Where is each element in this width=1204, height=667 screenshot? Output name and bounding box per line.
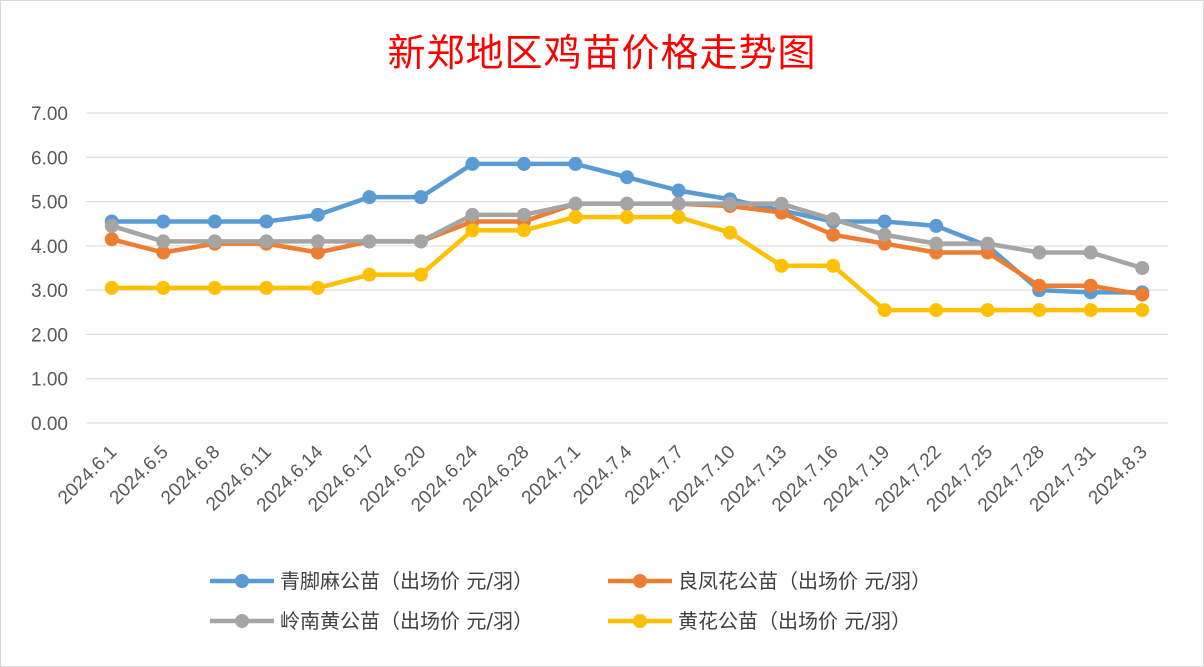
data-point [1032, 303, 1047, 318]
data-point [156, 234, 171, 249]
data-point [877, 303, 892, 318]
data-point [774, 196, 789, 211]
data-point [104, 280, 119, 295]
legend-item: 黄花公苗（出场价 元/羽） [608, 609, 911, 633]
legend-label: 岭南黄公苗（出场价 元/羽） [280, 609, 533, 633]
data-point [826, 212, 841, 227]
y-tick-label: 6.00 [31, 148, 68, 169]
data-point [413, 190, 428, 205]
data-point [310, 245, 325, 260]
data-point [1083, 245, 1098, 260]
data-point [207, 214, 222, 229]
data-point [104, 218, 119, 233]
data-point [413, 234, 428, 249]
data-point [465, 223, 480, 238]
legend-label: 黄花公苗（出场价 元/羽） [678, 609, 911, 633]
legend-item: 岭南黄公苗（出场价 元/羽） [210, 609, 533, 633]
data-point [1032, 278, 1047, 293]
data-point [1135, 287, 1150, 302]
legend-marker [235, 574, 249, 588]
data-point [516, 223, 531, 238]
data-point [156, 280, 171, 295]
legend-marker [633, 574, 647, 588]
data-point [465, 156, 480, 171]
y-tick-label: 3.00 [31, 281, 68, 302]
data-point [620, 210, 634, 225]
data-point [207, 234, 222, 249]
data-point [774, 258, 789, 273]
data-point [671, 183, 686, 198]
data-point [568, 156, 583, 171]
data-point [310, 207, 325, 222]
data-point [671, 210, 686, 225]
data-point [362, 267, 377, 282]
data-point [310, 234, 325, 249]
legend-item: 良凤花公苗（出场价 元/羽） [608, 569, 931, 593]
data-point [929, 218, 944, 233]
data-point [980, 236, 995, 251]
data-point [362, 234, 377, 249]
y-tick-label: 2.00 [31, 325, 68, 346]
data-point [516, 207, 531, 222]
x-axis-labels: 2024.6.12024.6.52024.6.82024.6.112024.6.… [54, 441, 1152, 516]
data-point [156, 214, 171, 229]
chart-title: 新郑地区鸡苗价格走势图 [387, 31, 817, 75]
legend-marker [633, 614, 647, 628]
data-point [929, 303, 944, 318]
data-point [568, 210, 583, 225]
legend-marker [235, 614, 249, 628]
data-point [723, 225, 738, 240]
data-point [465, 207, 480, 222]
legend-label: 青脚麻公苗（出场价 元/羽） [280, 569, 533, 593]
series-4 [104, 210, 1150, 318]
series-1 [104, 156, 1150, 300]
y-tick-label: 0.00 [31, 414, 68, 435]
data-point [620, 196, 634, 211]
data-point [980, 303, 995, 318]
data-point [413, 267, 428, 282]
data-point [826, 258, 841, 273]
data-point [310, 280, 325, 295]
data-point [877, 214, 892, 229]
data-point [929, 236, 944, 251]
data-point [516, 156, 531, 171]
y-tick-label: 7.00 [31, 104, 68, 125]
legend-item: 青脚麻公苗（出场价 元/羽） [210, 569, 533, 593]
legend: 青脚麻公苗（出场价 元/羽） 良凤花公苗（出场价 元/羽） 岭南黄公苗（出场价 元/… [210, 569, 931, 633]
data-point [1032, 245, 1047, 260]
data-point [104, 232, 119, 247]
data-point [259, 234, 274, 249]
y-axis-labels: 0.00 1.00 2.00 3.00 4.00 5.00 6.00 7.00 [31, 104, 68, 435]
data-point [1083, 303, 1098, 318]
y-tick-label: 1.00 [31, 370, 68, 391]
y-tick-label: 5.00 [31, 193, 68, 214]
y-tick-label: 4.00 [31, 237, 68, 258]
data-point [156, 245, 171, 260]
data-point [620, 170, 634, 185]
data-point [826, 227, 841, 242]
legend-label: 良凤花公苗（出场价 元/羽） [678, 569, 931, 593]
series-3 [104, 196, 1150, 275]
data-point [1083, 278, 1098, 293]
data-point [1135, 303, 1150, 318]
data-point [207, 280, 222, 295]
data-point [259, 280, 274, 295]
data-point [362, 190, 377, 205]
gridlines [86, 112, 1168, 424]
data-point [877, 227, 892, 242]
data-point [568, 196, 583, 211]
data-point [259, 214, 274, 229]
data-point [723, 196, 738, 211]
series-line [109, 214, 1145, 313]
data-point [671, 196, 686, 211]
data-point [1135, 261, 1150, 275]
series-lines [104, 156, 1150, 318]
